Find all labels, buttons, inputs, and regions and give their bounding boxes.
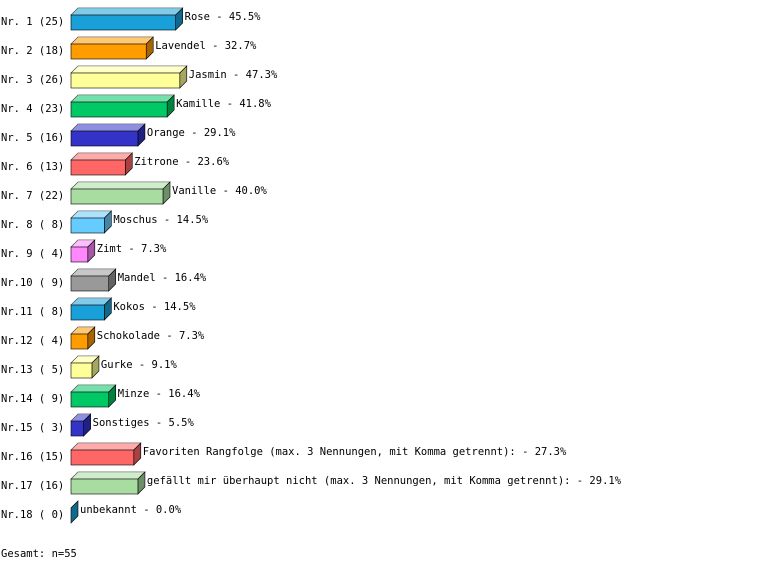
bar-side-shade	[175, 8, 183, 30]
bar-side-shade	[104, 298, 112, 320]
bar	[70, 72, 181, 89]
bar-top-shade	[71, 153, 133, 160]
bar-top-shade	[71, 37, 154, 44]
value-label: Gurke - 9.1%	[101, 359, 178, 371]
category-label: Nr. 6 (13)	[1, 161, 64, 173]
bar	[70, 362, 93, 379]
bar-top-shade	[71, 327, 95, 334]
category-label: Nr.17 (16)	[1, 480, 64, 492]
value-label: Moschus - 14.5%	[113, 214, 209, 226]
bar	[70, 188, 164, 205]
bar-side-shade	[125, 153, 133, 175]
category-label: Nr.12 ( 4)	[1, 335, 64, 347]
bar-top-shade	[71, 385, 116, 392]
bar-side-shade	[163, 182, 170, 204]
bar-top-shade	[71, 8, 183, 15]
category-label: Nr.18 ( 0)	[1, 509, 64, 521]
bar-side-shade	[83, 414, 91, 436]
bar-top-shade	[71, 269, 116, 276]
category-label: Nr.14 ( 9)	[1, 393, 64, 405]
value-label: Sonstiges - 5.5%	[93, 417, 195, 429]
bar-side-shade	[179, 66, 187, 88]
bar	[70, 246, 89, 263]
value-label: Vanille - 40.0%	[172, 185, 268, 197]
value-label: Minze - 16.4%	[118, 388, 201, 400]
bar-side-shade	[71, 501, 78, 523]
bar-top-shade	[71, 240, 95, 247]
category-label: Nr.13 ( 5)	[1, 364, 64, 376]
category-label: Nr.10 ( 9)	[1, 277, 64, 289]
category-label: Nr. 8 ( 8)	[1, 219, 64, 231]
footer: Gesamt: n=55	[1, 548, 77, 560]
bar	[70, 449, 135, 466]
bar	[70, 217, 105, 234]
category-label: Nr.16 (15)	[1, 451, 64, 463]
bar	[70, 130, 139, 147]
bar-side-shade	[108, 269, 116, 291]
bar-side-shade	[87, 240, 95, 262]
category-label: Nr. 4 (23)	[1, 103, 64, 115]
category-label: Nr. 3 (26)	[1, 74, 64, 86]
value-label: Lavendel - 32.7%	[155, 40, 257, 52]
category-label: Nr. 7 (22)	[1, 190, 64, 202]
category-label: Nr. 1 (25)	[1, 16, 64, 28]
bar-side-shade	[133, 443, 141, 465]
value-label: Orange - 29.1%	[147, 127, 236, 139]
bar-side-shade	[91, 356, 99, 378]
bar-side-shade	[167, 95, 175, 117]
bar-top-shade	[71, 124, 145, 131]
bar-side-shade	[87, 327, 95, 349]
bar	[70, 391, 110, 408]
value-label: Rose - 45.5%	[185, 11, 262, 23]
bar	[70, 101, 168, 118]
category-label: Nr.11 ( 8)	[1, 306, 64, 318]
category-label: Nr. 9 ( 4)	[1, 248, 64, 260]
value-label: Jasmin - 47.3%	[189, 69, 278, 81]
category-label: Nr.15 ( 3)	[1, 422, 64, 434]
category-label: Nr. 5 (16)	[1, 132, 64, 144]
bar-side-shade	[137, 124, 145, 146]
bar	[70, 14, 176, 31]
value-label: Zimt - 7.3%	[97, 243, 167, 255]
value-label: Mandel - 16.4%	[118, 272, 207, 284]
bar	[70, 420, 84, 437]
bar-top-shade	[71, 443, 141, 450]
bar-side-shade	[108, 385, 116, 407]
bar-top-shade	[71, 414, 91, 421]
bar	[70, 275, 110, 292]
value-label: unbekannt - 0.0%	[80, 504, 182, 516]
bar-side-shade	[146, 37, 154, 59]
value-label: Zitrone - 23.6%	[134, 156, 230, 168]
bar	[70, 478, 139, 495]
value-label: Favoriten Rangfolge (max. 3 Nennungen, m…	[143, 446, 567, 458]
value-label: Kamille - 41.8%	[176, 98, 272, 110]
value-label: Kokos - 14.5%	[113, 301, 196, 313]
bar	[70, 333, 89, 350]
bar-top-shade	[71, 211, 112, 218]
bar-side-shade	[137, 472, 145, 494]
value-label: Schokolade - 7.3%	[97, 330, 205, 342]
bar-top-shade	[71, 298, 112, 305]
bar-side	[70, 500, 79, 524]
bar-top-shade	[71, 182, 170, 189]
bar-top-shade	[71, 66, 187, 73]
bar-top-shade	[71, 356, 99, 363]
bar	[70, 159, 126, 176]
bar	[70, 304, 105, 321]
bar-side-shade	[104, 211, 112, 233]
value-label: gefällt mir überhaupt nicht (max. 3 Nenn…	[147, 475, 622, 487]
category-label: Nr. 2 (18)	[1, 45, 64, 57]
bar	[70, 43, 147, 60]
bar-top-shade	[71, 95, 175, 102]
bar-top-shade	[71, 472, 145, 479]
